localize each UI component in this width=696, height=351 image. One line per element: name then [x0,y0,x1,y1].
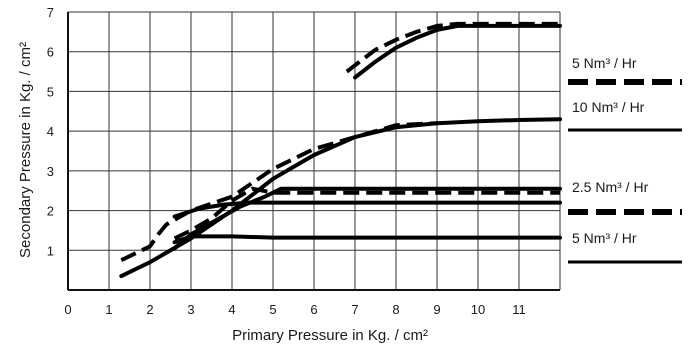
y-axis-label: Secondary Pressure in Kg. / cm² [17,42,34,258]
y-tick-label: 5 [47,84,54,99]
x-tick-label: 9 [433,302,440,317]
x-tick-label: 0 [64,302,71,317]
series-line-solid [172,234,562,245]
series-line-dashed [345,21,560,74]
legend: 5 Nm³ / Hr 10 Nm³ / Hr 2.5 Nm³ / Hr 5 Nm³ /… [568,55,682,264]
y-tick-label: 2 [47,204,54,219]
y-tick-label: 3 [47,164,54,179]
y-tick-label: 6 [47,45,54,60]
legend-label: 5 Nm³ / Hr [572,230,637,246]
y-tick-label: 7 [47,5,54,20]
x-tick-label: 5 [269,302,276,317]
x-tick-label: 7 [351,302,358,317]
x-tick-label: 3 [187,302,194,317]
legend-label: 2.5 Nm³ / Hr [572,179,649,195]
series-line-dashed [120,121,438,263]
x-tick-label: 6 [310,302,317,317]
y-tick-label: 4 [47,124,54,139]
x-tick-label: 1 [105,302,112,317]
x-tick-label: 2 [146,302,153,317]
x-tick-label: 10 [471,302,485,317]
x-tick-label: 8 [392,302,399,317]
series-group [119,21,562,279]
axes [67,12,560,291]
x-tick-label: 4 [228,302,235,317]
series-line-solid [172,186,562,251]
x-tick-label: 11 [512,302,526,317]
legend-label: 5 Nm³ / Hr [572,55,637,71]
x-axis-label: Primary Pressure in Kg. / cm² [232,327,428,344]
grid [68,11,561,290]
y-tick-label: 1 [47,243,54,258]
legend-label: 10 Nm³ / Hr [572,99,645,115]
series-line-solid [172,200,562,219]
